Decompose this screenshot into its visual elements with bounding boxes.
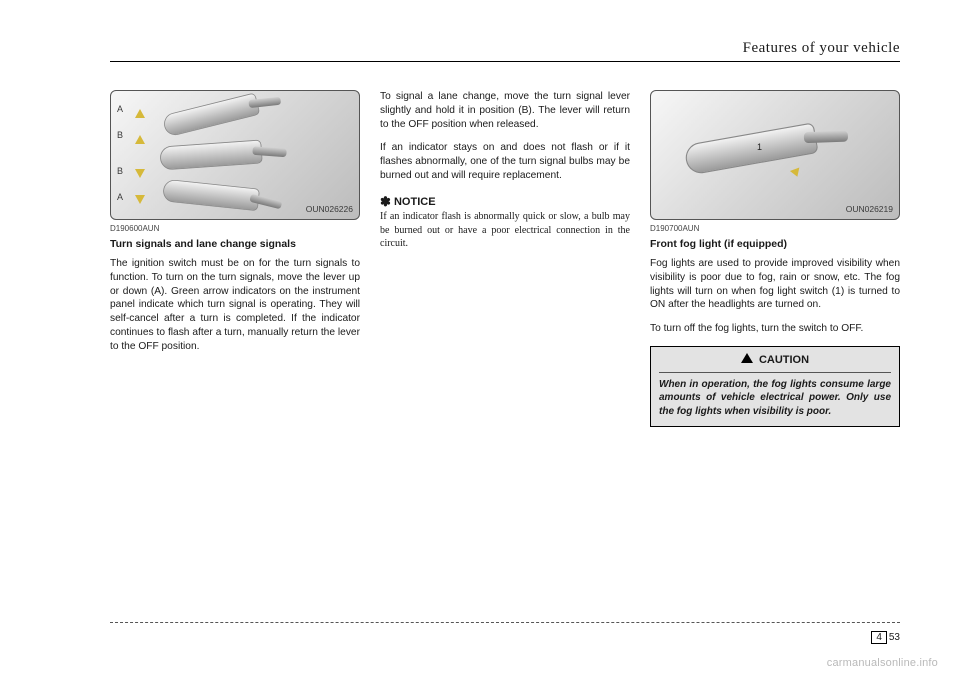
notice-heading: ✽ NOTICE xyxy=(380,193,630,211)
figure-label-b2: B xyxy=(117,165,123,177)
page-number: 453 xyxy=(871,632,900,643)
figure-code: OUN026226 xyxy=(306,204,353,215)
lever-illustration xyxy=(162,93,261,138)
figure-code: OUN026219 xyxy=(846,204,893,215)
arrow-down-icon xyxy=(135,195,145,204)
reference-code: D190700AUN xyxy=(650,224,900,235)
figure-fog-light-switch: 1 OUN026219 xyxy=(650,90,900,220)
page-header: Features of your vehicle xyxy=(110,40,900,62)
caution-label: CAUTION xyxy=(759,354,809,366)
header-title: Features of your vehicle xyxy=(110,40,900,57)
section-title: Turn signals and lane change signals xyxy=(110,237,360,251)
body-paragraph: To turn off the fog lights, turn the swi… xyxy=(650,322,900,336)
page-in-chapter: 53 xyxy=(889,632,900,643)
section-title: Front fog light (if equipped) xyxy=(650,237,900,251)
arrow-down-icon xyxy=(135,169,145,178)
manual-page: Features of your vehicle A B B A OUN0262… xyxy=(0,0,960,679)
arrow-up-icon xyxy=(135,135,145,144)
figure-label-a: A xyxy=(117,103,123,115)
notice-star-icon: ✽ xyxy=(380,194,391,209)
content-columns: A B B A OUN026226 D190600AUN Turn signal… xyxy=(110,90,900,427)
warning-triangle-icon xyxy=(741,353,753,363)
lever-illustration xyxy=(162,179,260,211)
notice-label: NOTICE xyxy=(394,196,436,208)
lever-illustration xyxy=(159,140,262,171)
page-footer: 453 xyxy=(110,622,900,645)
caution-box: CAUTION When in operation, the fog light… xyxy=(650,346,900,427)
arrow-up-icon xyxy=(135,109,145,118)
column-right: 1 OUN026219 D190700AUN Front fog light (… xyxy=(650,90,900,427)
body-paragraph: Fog lights are used to provide improved … xyxy=(650,257,900,312)
column-left: A B B A OUN026226 D190600AUN Turn signal… xyxy=(110,90,360,427)
caution-text: When in operation, the fog lights consum… xyxy=(659,378,891,419)
body-paragraph: If an indicator stays on and does not fl… xyxy=(380,141,630,182)
figure-turn-signal-lever: A B B A OUN026226 xyxy=(110,90,360,220)
figure-label-a2: A xyxy=(117,191,123,203)
caution-heading: CAUTION xyxy=(659,353,891,373)
column-middle: To signal a lane change, move the turn s… xyxy=(380,90,630,427)
arrow-down-icon xyxy=(790,168,802,179)
chapter-number: 4 xyxy=(871,631,887,644)
body-paragraph: The ignition switch must be on for the t… xyxy=(110,257,360,353)
figure-marker-1: 1 xyxy=(757,141,762,153)
notice-text: If an indicator flash is abnormally quic… xyxy=(380,210,630,251)
watermark: carmanualsonline.info xyxy=(827,657,938,669)
figure-label-b: B xyxy=(117,129,123,141)
body-paragraph: To signal a lane change, move the turn s… xyxy=(380,90,630,131)
reference-code: D190600AUN xyxy=(110,224,360,235)
